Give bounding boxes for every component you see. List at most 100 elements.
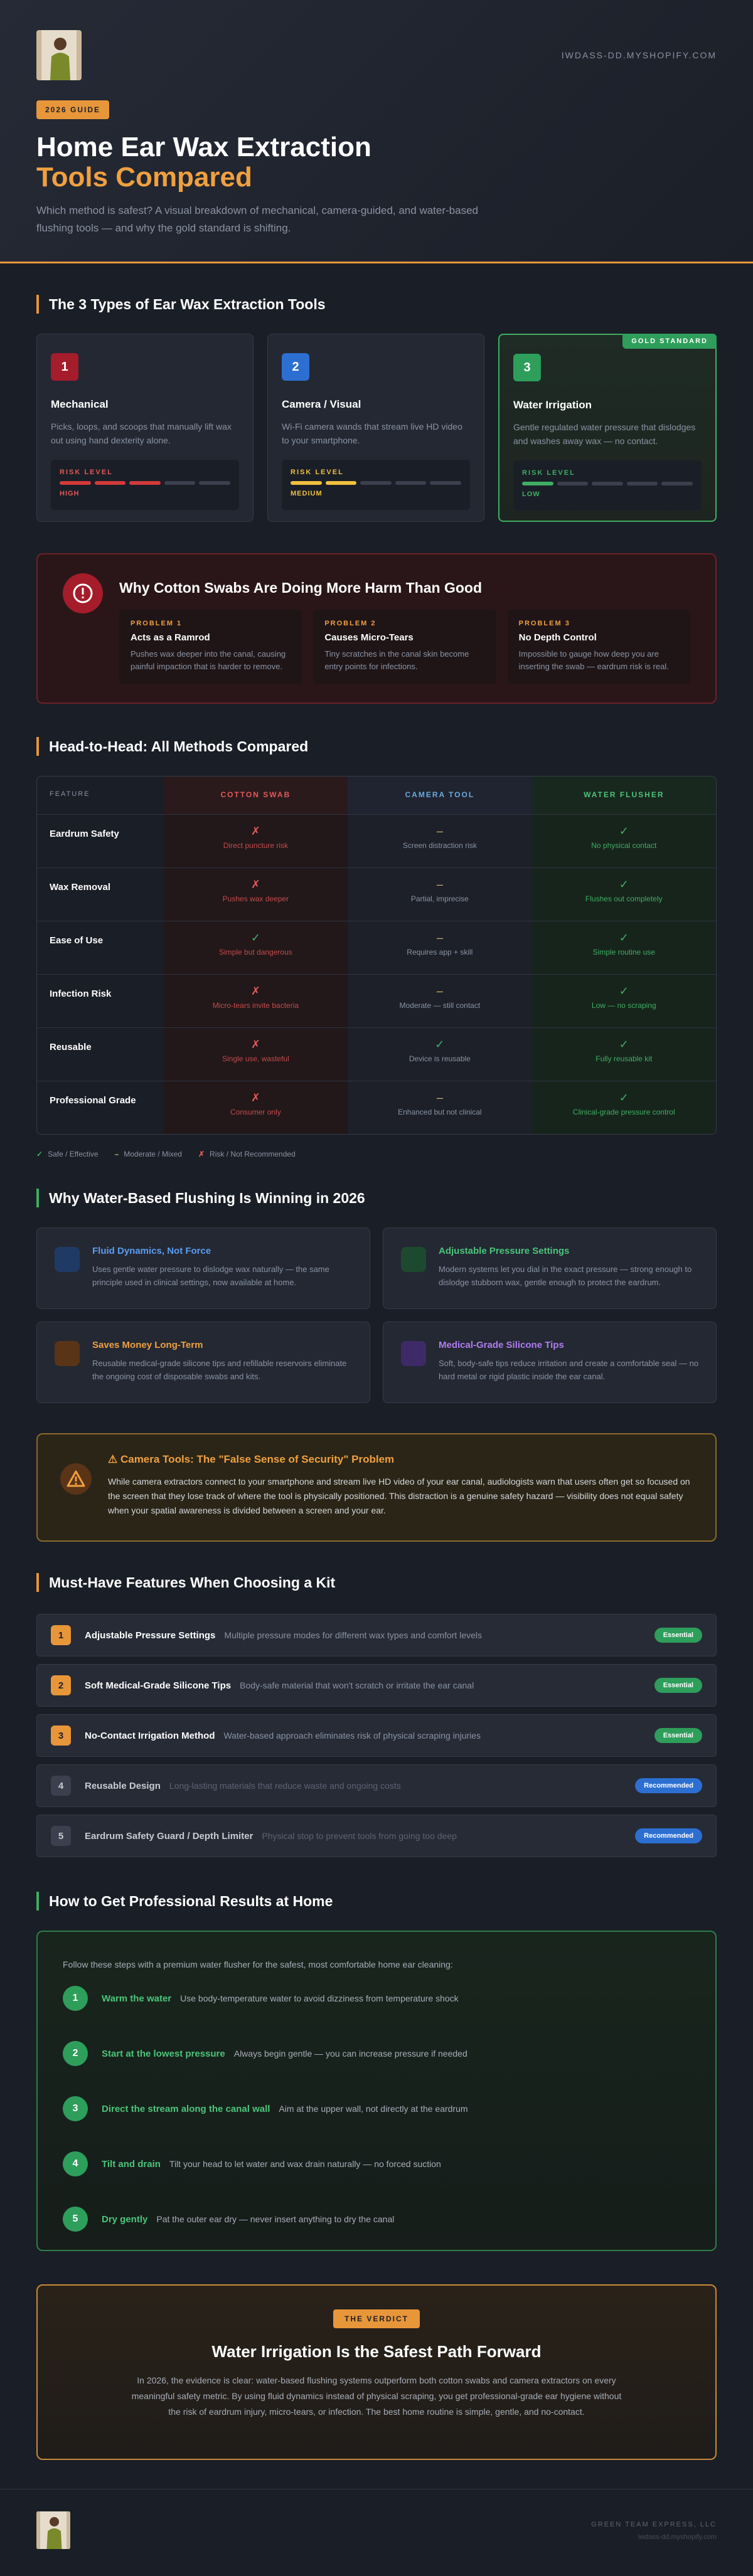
- benefit-icon: [401, 1341, 426, 1366]
- cell-note: Requires app + skill: [407, 948, 473, 957]
- step: 4 Tilt and drain Tilt your head to let wat…: [63, 2136, 690, 2192]
- cell-note: Simple routine use: [592, 948, 655, 957]
- company: GREEN TEAM EXPRESS, LLC: [591, 2521, 717, 2528]
- risk-box: RISK LEVEL MEDIUM: [282, 460, 470, 510]
- type-title: Camera / Visual: [282, 398, 361, 410]
- footer: GREEN TEAM EXPRESS, LLC iwdass-dd.myshop…: [0, 2489, 753, 2576]
- problem: PROBLEM 1 Acts as a Ramrod Pushes wax deep…: [119, 610, 302, 684]
- feature-row: 3 No-Contact Irrigation Method Water-based…: [36, 1714, 717, 1757]
- problem-label: PROBLEM 3: [518, 620, 570, 627]
- feature-desc: Long-lasting materials that reduce waste…: [169, 1781, 401, 1791]
- feature-name: Professional Grade: [50, 1095, 136, 1106]
- benefit-card: Fluid Dynamics, Not Force Uses gentle wat…: [36, 1227, 370, 1309]
- risk-segment: [557, 482, 589, 485]
- table-row: Infection Risk ✗ Micro-tears invite bacter…: [37, 974, 716, 1027]
- type-desc: Picks, loops, and scoops that manually l…: [51, 421, 232, 445]
- type-card: 2 Camera / Visual Wi-Fi camera wands that …: [267, 334, 484, 522]
- cell-symbol: ✗: [250, 878, 260, 891]
- risk-segment: [94, 481, 126, 485]
- features-section: Must-Have Features When Choosing a Kit 1 A…: [36, 1573, 717, 1865]
- benefit-title: Medical-Grade Silicone Tips: [439, 1340, 564, 1350]
- table-header: FEATURE COTTON SWAB CAMERA TOOL WATER FLUSH…: [37, 777, 716, 814]
- risk-segment: [430, 481, 461, 485]
- feature-desc: Body-safe material that won't scratch or…: [240, 1680, 474, 1690]
- cell-note: Enhanced but not clinical: [398, 1108, 482, 1116]
- legend-item: ✓ Safe / Effective: [36, 1150, 99, 1158]
- benefit-card: Medical-Grade Silicone Tips Soft, body-sa…: [383, 1322, 717, 1403]
- warning-title: Why Cotton Swabs Are Doing More Harm Tha…: [119, 580, 482, 596]
- legend-label: Risk / Not Recommended: [210, 1150, 296, 1158]
- type-cards: 1 Mechanical Picks, loops, and scoops that…: [36, 334, 717, 522]
- type-number: 2: [282, 353, 309, 381]
- feature-row: 1 Adjustable Pressure Settings Multiple pr…: [36, 1614, 717, 1656]
- risk-label: RISK LEVEL: [522, 469, 575, 477]
- risk-segment: [360, 481, 392, 485]
- cell-note: Flushes out completely: [585, 894, 663, 903]
- table-cell: ✓ Clinical-grade pressure control: [531, 1081, 716, 1134]
- table-row: Eardrum Safety ✗ Direct puncture risk – Scre…: [37, 814, 716, 867]
- risk-segment: [592, 482, 623, 485]
- feature-name: Ease of Use: [50, 935, 104, 946]
- step-title: Start at the lowest pressure: [102, 2048, 225, 2059]
- step-number: 4: [63, 2151, 88, 2176]
- feature-number: 4: [51, 1776, 71, 1796]
- table-cell: – Screen distraction risk: [348, 815, 532, 867]
- risk-bars: [60, 481, 230, 485]
- problems: PROBLEM 1 Acts as a Ramrod Pushes wax deep…: [119, 610, 690, 684]
- comparison-table: FEATURE COTTON SWAB CAMERA TOOL WATER FLUSH…: [36, 776, 717, 1135]
- footer-text: GREEN TEAM EXPRESS, LLC iwdass-dd.myshop…: [591, 2521, 717, 2541]
- type-title: Water Irrigation: [513, 399, 592, 411]
- table-cell: ✓ Low — no scraping: [531, 975, 716, 1027]
- table-cell: ✗ Direct puncture risk: [163, 815, 348, 867]
- risk-value: HIGH: [60, 490, 80, 497]
- feature-row: 4 Reusable Design Long-lasting materials t…: [36, 1764, 717, 1807]
- legend-item: ✗ Risk / Not Recommended: [198, 1150, 296, 1158]
- cell-symbol: ✗: [250, 1038, 260, 1051]
- feature-number: 1: [51, 1625, 71, 1645]
- section-heading: How to Get Professional Results at Home: [36, 1892, 717, 1911]
- risk-box: RISK LEVEL HIGH: [51, 460, 239, 510]
- step-number: 5: [63, 2207, 88, 2232]
- cell-note: Consumer only: [230, 1108, 281, 1116]
- step-title: Dry gently: [102, 2213, 148, 2225]
- verdict-body: In 2026, the evidence is clear: water-ba…: [131, 2375, 622, 2417]
- type-title: Mechanical: [51, 398, 109, 410]
- legend-item: – Moderate / Mixed: [115, 1150, 182, 1158]
- alert-icon: [63, 573, 103, 613]
- risk-segment: [199, 481, 230, 485]
- step: 5 Dry gently Pat the outer ear dry — never…: [63, 2192, 690, 2247]
- footer-logo: [36, 2511, 70, 2549]
- table-cell: – Requires app + skill: [348, 921, 532, 974]
- swab-warning: Why Cotton Swabs Are Doing More Harm Tha…: [36, 553, 717, 704]
- title: Home Ear Wax Extraction: [36, 132, 371, 162]
- step-number: 3: [63, 2096, 88, 2121]
- table-cell: ✓ No physical contact: [531, 815, 716, 867]
- type-desc: Gentle regulated water pressure that dis…: [513, 422, 696, 446]
- how-section: How to Get Professional Results at Home F…: [36, 1892, 717, 2251]
- cell-note: Partial, imprecise: [410, 894, 469, 903]
- problem-desc: Tiny scratches in the canal skin become …: [324, 649, 469, 671]
- cell-note: Fully reusable kit: [595, 1054, 653, 1063]
- cell-symbol: ✓: [619, 985, 629, 997]
- table-cell: – Partial, imprecise: [348, 868, 532, 921]
- feature-row: 5 Eardrum Safety Guard / Depth Limiter Phy…: [36, 1815, 717, 1857]
- type-number: 1: [51, 353, 78, 381]
- cell-symbol: ✗: [250, 825, 260, 837]
- risk-label: RISK LEVEL: [60, 469, 113, 476]
- cell-symbol: ✗: [250, 1091, 260, 1104]
- step-title: Direct the stream along the canal wall: [102, 2103, 270, 2114]
- table-row: Professional Grade ✗ Consumer only – Enhance…: [37, 1081, 716, 1134]
- feature-tag: Recommended: [635, 1828, 702, 1843]
- cell-symbol: ✓: [435, 1038, 445, 1051]
- risk-segment: [129, 481, 161, 485]
- column-header: FEATURE: [50, 790, 90, 798]
- problem: PROBLEM 3 No Depth Control Impossible to g…: [507, 610, 690, 684]
- risk-segment: [164, 481, 196, 485]
- feature-name: Wax Removal: [50, 882, 110, 893]
- cell-symbol: –: [436, 825, 443, 837]
- legend-label: Safe / Effective: [48, 1150, 99, 1158]
- step: 2 Start at the lowest pressure Always begi…: [63, 2026, 690, 2081]
- step-desc: Pat the outer ear dry — never insert any…: [156, 2214, 395, 2224]
- cell-note: Pushes wax deeper: [222, 894, 289, 903]
- feature-tag: Essential: [654, 1628, 702, 1643]
